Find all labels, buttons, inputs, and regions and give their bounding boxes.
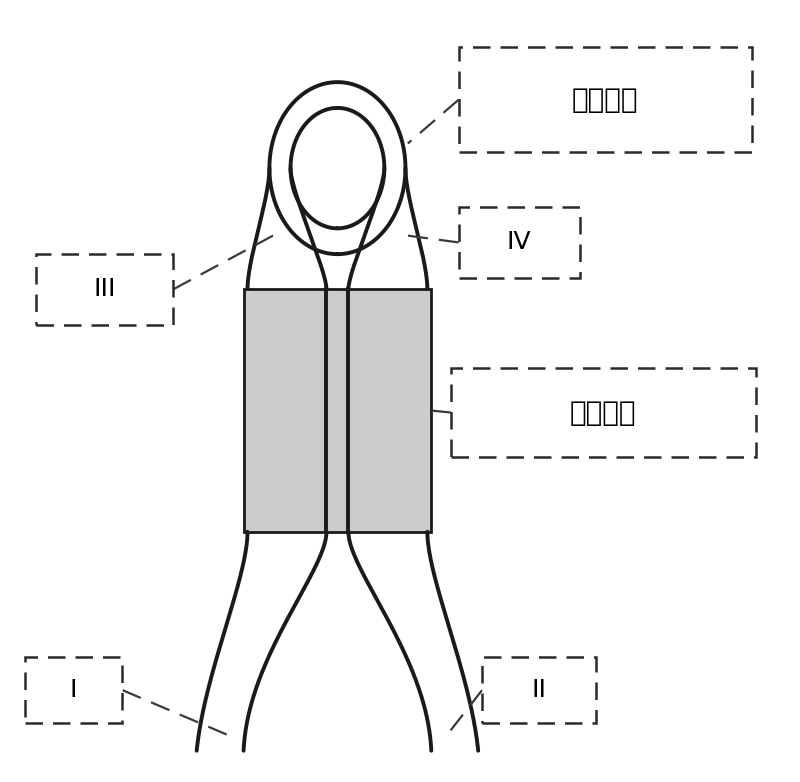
Bar (458, 47, 752, 152)
Text: 环接部劆: 环接部劆 (572, 86, 638, 113)
Text: III: III (94, 278, 116, 301)
Bar (458, 207, 580, 278)
Bar (25, 657, 122, 723)
Bar (243, 289, 431, 532)
Bar (451, 368, 756, 457)
Bar (482, 657, 595, 723)
Text: IV: IV (507, 231, 531, 254)
Bar (36, 254, 174, 325)
Text: I: I (70, 678, 78, 702)
Text: 耦合部分: 耦合部分 (570, 399, 637, 426)
Text: II: II (531, 678, 546, 702)
